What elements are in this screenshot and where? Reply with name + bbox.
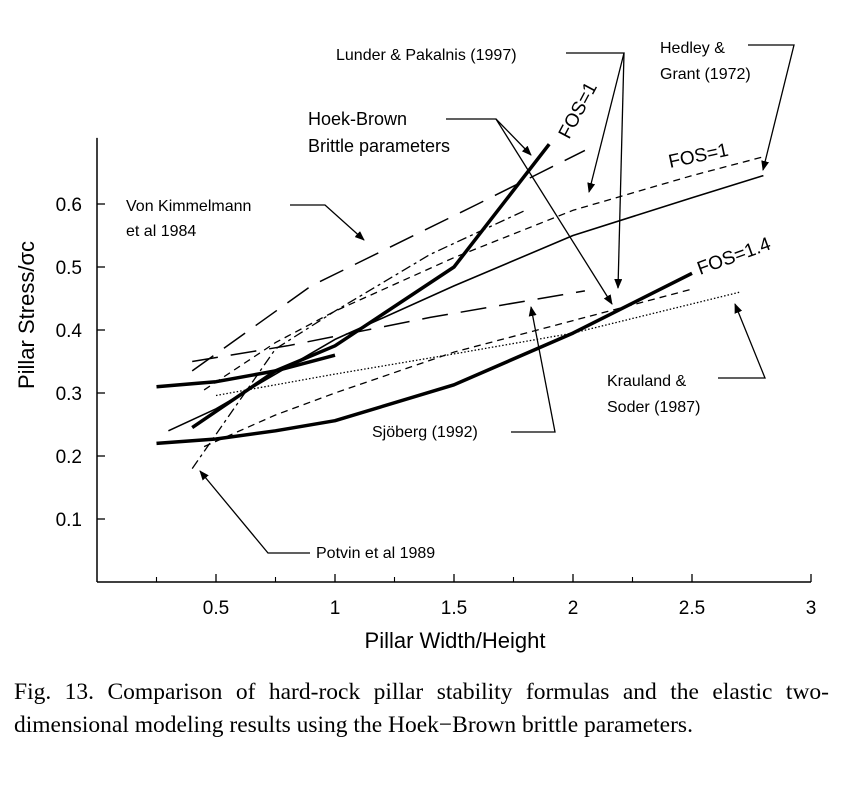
sjoberg-leader [511,306,556,433]
series-line-2 [156,353,336,389]
x-tick-label: 0.5 [203,598,229,619]
series-line-8 [215,291,740,397]
x-axis-title: Pillar Width/Height [365,628,546,653]
y-tick-label: 0.1 [56,510,82,531]
series-line-1 [156,271,693,446]
annotation-lunder-pakalnis: Lunder & Pakalnis (1997) [336,47,517,64]
y-tick-label: 0.6 [56,195,82,216]
series-line-7 [191,149,586,372]
series-line-6 [192,290,586,363]
lunder-leader-2 [614,52,625,289]
annotation-von-kimmelmann-2: et al 1984 [126,223,196,240]
annotation-sjoberg: Sjöberg (1992) [372,424,478,441]
fos-label-lower: FOS=1.4 [695,234,775,280]
annotation-hedley-1: Hedley & [660,40,725,57]
annotation-von-kimmelmann-1: Von Kimmelmann [126,198,251,215]
x-tick-label: 2.5 [679,598,705,619]
x-tick-label: 1.5 [441,598,467,619]
figure-caption: Fig. 13. Comparison of hard-rock pillar … [14,679,829,738]
x-tick-label: 1 [330,598,341,619]
series-line-0 [191,143,551,430]
hoek-leader-2 [495,118,613,305]
y-tick-label: 0.4 [56,321,83,342]
hedley-leader [748,44,795,171]
y-tick-label: 0.2 [56,447,82,468]
series-line-5 [203,288,693,448]
hoek-leader-1 [446,118,532,156]
annotation-hoek-brown-2: Brittle parameters [308,136,450,156]
von-kimmelmann-leader [290,204,365,241]
x-tick-label: 3 [806,598,817,619]
y-axis-title: Pillar Stress/σc [14,241,39,389]
series-line-3 [168,174,764,432]
x-tick-label: 2 [568,598,579,619]
annotation-potvin: Potvin et al 1989 [316,545,435,562]
series-layer [156,143,764,469]
annotation-krauland-2: Soder (1987) [607,399,700,416]
y-tick-label: 0.3 [56,384,82,405]
krauland-leader [718,303,766,379]
annotation-hedley-2: Grant (1972) [660,66,751,83]
annotation-krauland-1: Krauland & [607,373,686,390]
potvin-leader [199,470,310,554]
arrow-layer [199,44,795,554]
chart: 0.5 1 1.5 2 2.5 3 0.1 0.2 0.3 0.4 0.5 0.6 Pillar Wi… [14,40,817,653]
annotation-hoek-brown-1: Hoek-Brown [308,109,407,129]
series-line-4 [203,156,764,391]
fos-label-vertical: FOS=1 [555,79,602,142]
y-tick-label: 0.5 [56,258,82,279]
axes: 0.5 1 1.5 2 2.5 3 0.1 0.2 0.3 0.4 0.5 0.6 [56,137,817,619]
series-line-9 [191,209,526,469]
